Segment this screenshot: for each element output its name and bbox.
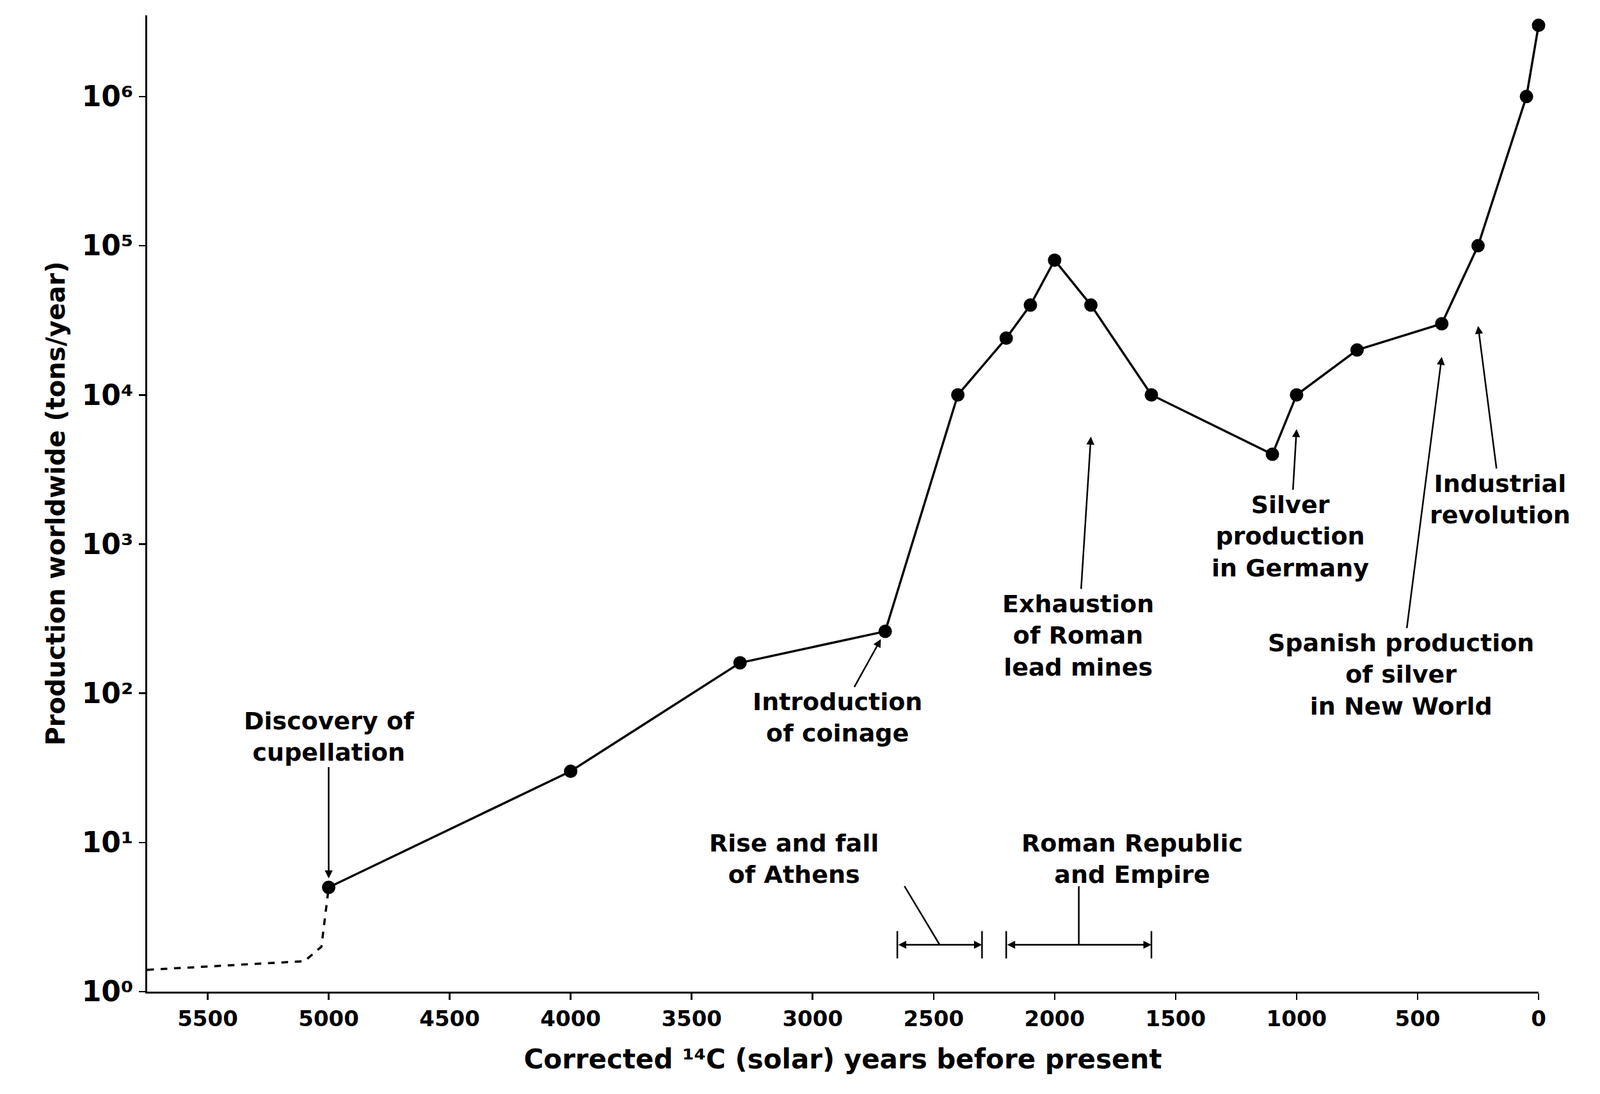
svg-text:3000: 3000 (782, 1006, 843, 1032)
svg-text:Silverproductionin Germany: Silverproductionin Germany (1211, 490, 1369, 583)
svg-text:4000: 4000 (540, 1006, 601, 1032)
svg-text:Rise and fallof Athens: Rise and fallof Athens (709, 829, 879, 889)
svg-text:10⁵: 10⁵ (81, 229, 134, 262)
svg-text:10⁰: 10⁰ (81, 975, 134, 1008)
svg-text:10²: 10² (81, 677, 134, 710)
svg-text:3500: 3500 (661, 1006, 722, 1032)
svg-text:500: 500 (1394, 1006, 1440, 1032)
svg-text:10⁶: 10⁶ (81, 80, 134, 113)
svg-text:Corrected ¹⁴C (solar) years be: Corrected ¹⁴C (solar) years before prese… (523, 1043, 1162, 1076)
svg-text:0: 0 (1530, 1006, 1547, 1032)
svg-text:1000: 1000 (1266, 1006, 1328, 1032)
svg-text:Roman Republicand Empire: Roman Republicand Empire (1021, 829, 1243, 889)
svg-text:4500: 4500 (419, 1006, 480, 1032)
svg-text:2000: 2000 (1024, 1006, 1086, 1032)
svg-text:2500: 2500 (903, 1006, 964, 1032)
svg-text:10⁴: 10⁴ (81, 378, 134, 412)
svg-text:Exhaustionof Romanlead mines: Exhaustionof Romanlead mines (1002, 590, 1154, 682)
svg-text:10¹: 10¹ (81, 826, 134, 859)
svg-text:5500: 5500 (177, 1006, 239, 1032)
svg-text:10³: 10³ (81, 528, 134, 561)
svg-text:Spanish productionof silverin: Spanish productionof silverin New World (1267, 629, 1535, 721)
svg-text:Introductionof coinage: Introductionof coinage (752, 688, 923, 748)
svg-text:5000: 5000 (298, 1006, 360, 1032)
svg-text:Discovery ofcupellation: Discovery ofcupellation (243, 707, 415, 767)
svg-text:Industrialrevolution: Industrialrevolution (1429, 469, 1571, 530)
svg-text:1500: 1500 (1145, 1006, 1207, 1032)
svg-text:Production worldwide (tons/yea: Production worldwide (tons/year) (40, 261, 71, 747)
